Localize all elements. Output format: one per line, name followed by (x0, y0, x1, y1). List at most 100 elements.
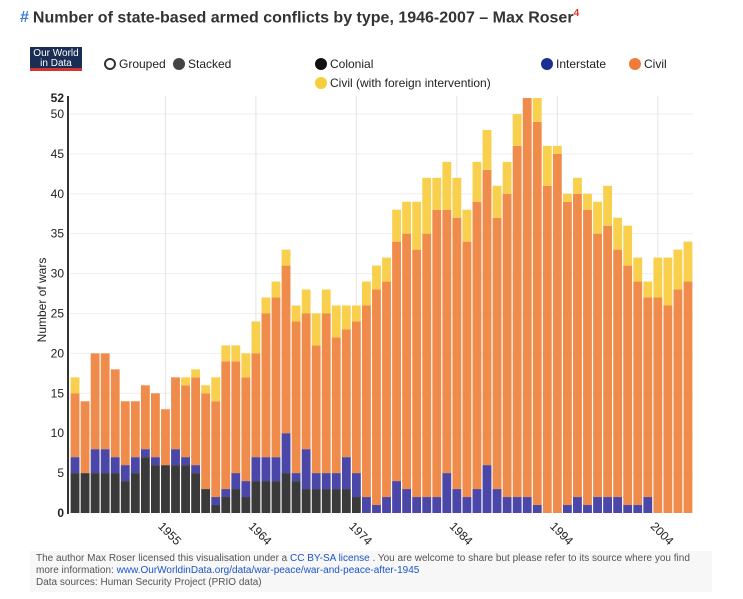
bar-segment-civil[interactable] (663, 305, 673, 514)
bar-segment-civil[interactable] (251, 353, 261, 458)
bar-segment-civil[interactable] (573, 193, 582, 498)
bar-segment-civil-with-foreign-intervention[interactable] (552, 145, 562, 154)
bar-segment-civil-with-foreign-intervention[interactable] (321, 289, 331, 314)
bar-segment-colonial[interactable] (130, 473, 140, 513)
bar-segment-colonial[interactable] (321, 489, 331, 513)
bar-segment-interstate[interactable] (140, 449, 150, 458)
bar-segment-civil[interactable] (402, 233, 412, 490)
bar-segment-interstate[interactable] (221, 489, 231, 498)
bar-segment-civil[interactable] (442, 209, 452, 474)
bar-segment-interstate[interactable] (623, 505, 633, 513)
bar-segment-civil[interactable] (643, 297, 653, 498)
bar-segment-interstate[interactable] (351, 473, 361, 498)
bar-segment-civil[interactable] (261, 313, 271, 458)
bar-segment-civil[interactable] (241, 377, 251, 482)
bar-segment-interstate[interactable] (171, 449, 180, 466)
bar-segment-civil[interactable] (150, 393, 160, 458)
bar-segment-civil-with-foreign-intervention[interactable] (613, 217, 623, 250)
bar-segment-civil[interactable] (683, 281, 693, 513)
bar-segment-civil[interactable] (603, 225, 613, 498)
bar-segment-civil-with-foreign-intervention[interactable] (643, 281, 653, 298)
grouped-toggle[interactable]: Grouped (104, 57, 166, 71)
bar-segment-interstate[interactable] (402, 489, 412, 513)
license-link[interactable]: CC BY-SA license (290, 553, 370, 564)
bar-segment-colonial[interactable] (171, 465, 180, 513)
bar-segment-civil-with-foreign-intervention[interactable] (593, 201, 602, 234)
bar-segment-interstate[interactable] (643, 497, 653, 513)
bar-segment-colonial[interactable] (261, 481, 271, 513)
bar-segment-interstate[interactable] (181, 457, 190, 466)
bar-segment-civil[interactable] (532, 121, 542, 506)
bar-segment-civil[interactable] (412, 249, 422, 498)
bar-segment-civil[interactable] (613, 249, 623, 498)
bar-segment-interstate[interactable] (512, 497, 522, 513)
bar-segment-colonial[interactable] (181, 465, 190, 513)
bar-segment-colonial[interactable] (80, 473, 90, 513)
bar-segment-civil-with-foreign-intervention[interactable] (181, 377, 190, 386)
bar-segment-interstate[interactable] (271, 457, 281, 482)
bar-segment-civil[interactable] (100, 353, 110, 450)
bar-segment-civil[interactable] (502, 193, 512, 498)
bar-segment-civil-with-foreign-intervention[interactable] (623, 225, 633, 266)
bar-segment-civil-with-foreign-intervention[interactable] (221, 345, 231, 362)
bar-segment-civil-with-foreign-intervention[interactable] (392, 209, 401, 242)
bar-segment-civil[interactable] (341, 329, 351, 458)
bar-segment-civil[interactable] (512, 145, 522, 498)
bar-segment-interstate[interactable] (492, 489, 502, 513)
bar-segment-interstate[interactable] (472, 489, 482, 513)
bar-segment-interstate[interactable] (241, 481, 251, 498)
bar-segment-civil[interactable] (392, 241, 401, 482)
bar-segment-interstate[interactable] (70, 457, 80, 474)
bar-segment-colonial[interactable] (281, 473, 291, 513)
bar-segment-civil[interactable] (653, 297, 663, 513)
bar-segment-interstate[interactable] (130, 457, 140, 474)
bar-segment-interstate[interactable] (100, 449, 110, 474)
bar-segment-interstate[interactable] (90, 449, 100, 474)
bar-segment-interstate[interactable] (432, 497, 442, 513)
bar-segment-civil-with-foreign-intervention[interactable] (362, 281, 371, 306)
bar-segment-civil[interactable] (271, 297, 281, 458)
bar-segment-interstate[interactable] (372, 505, 381, 513)
bar-segment-civil[interactable] (211, 401, 221, 498)
bar-segment-civil[interactable] (552, 153, 562, 513)
bar-segment-interstate[interactable] (120, 465, 130, 482)
bar-segment-civil[interactable] (70, 393, 80, 458)
bar-segment-civil-with-foreign-intervention[interactable] (251, 321, 261, 354)
bar-segment-colonial[interactable] (191, 473, 201, 513)
bar-segment-civil-with-foreign-intervention[interactable] (301, 289, 311, 314)
bar-segment-colonial[interactable] (341, 489, 351, 513)
bar-segment-colonial[interactable] (291, 481, 301, 513)
bar-segment-interstate[interactable] (633, 505, 643, 513)
bar-segment-colonial[interactable] (351, 497, 361, 513)
bar-segment-civil[interactable] (422, 233, 432, 498)
bar-segment-civil[interactable] (110, 369, 120, 458)
bar-segment-civil-with-foreign-intervention[interactable] (432, 177, 442, 210)
bar-segment-civil-with-foreign-intervention[interactable] (502, 161, 512, 194)
bar-segment-interstate[interactable] (502, 497, 512, 513)
legend-item-civil[interactable]: Civil (629, 57, 667, 71)
bar-segment-civil-with-foreign-intervention[interactable] (382, 257, 391, 282)
bar-segment-civil-with-foreign-intervention[interactable] (402, 201, 412, 234)
bar-segment-civil-with-foreign-intervention[interactable] (653, 257, 663, 298)
bar-segment-interstate[interactable] (583, 505, 592, 513)
bar-segment-civil[interactable] (311, 345, 321, 474)
bar-segment-civil-with-foreign-intervention[interactable] (673, 249, 683, 290)
bar-segment-interstate[interactable] (452, 489, 462, 513)
bar-segment-colonial[interactable] (70, 473, 80, 513)
bar-segment-civil-with-foreign-intervention[interactable] (512, 113, 522, 146)
bar-segment-colonial[interactable] (231, 489, 241, 513)
bar-segment-colonial[interactable] (201, 489, 211, 513)
bar-segment-civil[interactable] (522, 98, 532, 498)
footnote-marker[interactable]: 4 (573, 8, 580, 19)
bar-segment-civil[interactable] (362, 305, 371, 498)
bar-segment-civil[interactable] (90, 353, 100, 450)
bar-segment-civil-with-foreign-intervention[interactable] (603, 185, 613, 226)
bar-segment-civil-with-foreign-intervention[interactable] (562, 193, 572, 202)
bar-segment-civil[interactable] (673, 289, 683, 513)
bar-segment-civil-with-foreign-intervention[interactable] (492, 185, 502, 218)
bar-segment-civil-with-foreign-intervention[interactable] (422, 177, 432, 234)
bar-segment-civil-with-foreign-intervention[interactable] (331, 305, 341, 338)
bar-segment-civil[interactable] (291, 321, 301, 474)
bar-segment-civil-with-foreign-intervention[interactable] (281, 249, 291, 266)
bar-segment-colonial[interactable] (120, 481, 130, 513)
